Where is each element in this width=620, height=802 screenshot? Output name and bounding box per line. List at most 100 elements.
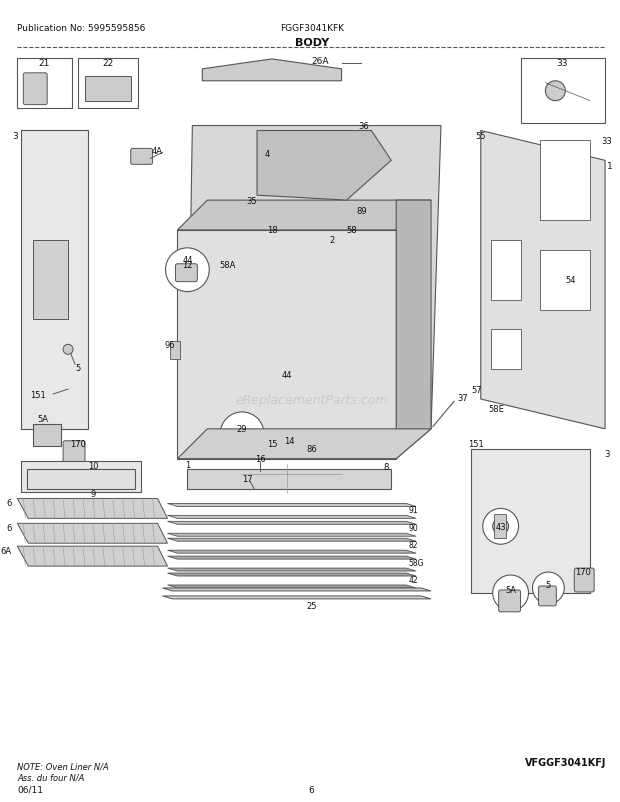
Text: NOTE: Oven Liner N/A
Ass. du four N/A: NOTE: Oven Liner N/A Ass. du four N/A xyxy=(17,762,109,781)
Polygon shape xyxy=(167,516,416,519)
Text: 26A: 26A xyxy=(312,57,329,67)
Bar xyxy=(471,449,590,593)
Polygon shape xyxy=(480,132,605,429)
Text: 44: 44 xyxy=(182,256,193,265)
Polygon shape xyxy=(167,504,416,507)
Bar xyxy=(21,461,141,493)
Circle shape xyxy=(220,412,264,456)
Text: 37: 37 xyxy=(458,393,468,402)
Bar xyxy=(85,77,131,102)
Polygon shape xyxy=(167,573,416,577)
Text: 43: 43 xyxy=(495,522,506,531)
Text: 5: 5 xyxy=(546,581,551,589)
Circle shape xyxy=(483,508,518,545)
Text: 3: 3 xyxy=(12,132,18,141)
Text: 90: 90 xyxy=(408,523,418,533)
Text: 58: 58 xyxy=(346,226,356,235)
FancyBboxPatch shape xyxy=(232,431,250,449)
Bar xyxy=(541,250,590,310)
Bar xyxy=(490,241,521,300)
Text: 4A: 4A xyxy=(152,147,163,156)
Circle shape xyxy=(493,519,508,535)
Text: 14: 14 xyxy=(285,437,295,446)
Polygon shape xyxy=(162,588,431,591)
Bar xyxy=(27,469,135,489)
Text: 12: 12 xyxy=(182,261,193,270)
Polygon shape xyxy=(17,524,167,544)
Bar xyxy=(288,436,296,454)
Text: 42: 42 xyxy=(408,575,418,584)
Text: 06/11: 06/11 xyxy=(17,785,43,794)
Text: 3: 3 xyxy=(604,450,609,459)
FancyBboxPatch shape xyxy=(175,265,197,282)
Bar xyxy=(310,437,320,457)
Circle shape xyxy=(493,575,528,611)
Text: 1: 1 xyxy=(607,161,613,171)
Polygon shape xyxy=(187,127,441,429)
FancyBboxPatch shape xyxy=(131,149,153,165)
Text: 25: 25 xyxy=(306,602,317,610)
Text: 2: 2 xyxy=(329,236,334,245)
Text: Publication No: 5995595856: Publication No: 5995595856 xyxy=(17,24,146,33)
Text: 18: 18 xyxy=(267,226,277,235)
Text: 1: 1 xyxy=(185,460,190,469)
Text: 82: 82 xyxy=(408,540,418,549)
FancyBboxPatch shape xyxy=(538,586,556,606)
Text: 33: 33 xyxy=(557,59,568,68)
Polygon shape xyxy=(202,60,342,82)
Polygon shape xyxy=(257,132,391,200)
FancyBboxPatch shape xyxy=(63,441,85,463)
Polygon shape xyxy=(167,521,416,525)
Text: 58E: 58E xyxy=(489,405,505,414)
FancyBboxPatch shape xyxy=(498,590,521,612)
Text: 29: 29 xyxy=(237,425,247,434)
Text: 151: 151 xyxy=(30,390,46,399)
Polygon shape xyxy=(167,569,416,571)
Text: 5A: 5A xyxy=(38,415,49,424)
Bar xyxy=(541,141,590,221)
Text: 86: 86 xyxy=(306,444,317,454)
Polygon shape xyxy=(177,200,431,231)
Polygon shape xyxy=(17,499,167,519)
Bar xyxy=(33,241,68,320)
Text: 151: 151 xyxy=(468,439,484,448)
Text: 15: 15 xyxy=(267,439,277,448)
Bar xyxy=(494,515,506,539)
Text: 89: 89 xyxy=(356,206,367,215)
Text: 91: 91 xyxy=(408,505,418,514)
Polygon shape xyxy=(17,546,167,566)
Circle shape xyxy=(63,345,73,354)
Text: 58G: 58G xyxy=(408,558,423,567)
Text: VFGGF3041KFJ: VFGGF3041KFJ xyxy=(525,757,606,767)
Polygon shape xyxy=(21,132,88,429)
Circle shape xyxy=(546,82,565,102)
Text: 5: 5 xyxy=(76,363,81,372)
Polygon shape xyxy=(162,596,431,599)
Text: 55: 55 xyxy=(476,132,486,141)
Bar xyxy=(170,342,180,360)
Text: FGGF3041KFK: FGGF3041KFK xyxy=(280,24,343,33)
Polygon shape xyxy=(396,200,431,459)
Text: 35: 35 xyxy=(247,196,257,205)
FancyBboxPatch shape xyxy=(574,569,594,592)
Text: 6A: 6A xyxy=(0,546,11,555)
Polygon shape xyxy=(187,469,391,489)
Polygon shape xyxy=(177,429,431,459)
Bar xyxy=(33,424,61,446)
Text: 10: 10 xyxy=(87,462,98,471)
Bar xyxy=(78,59,138,108)
Text: 58A: 58A xyxy=(219,261,236,270)
Bar xyxy=(521,59,605,124)
Text: 22: 22 xyxy=(102,59,113,68)
Bar xyxy=(490,330,521,370)
Text: 44: 44 xyxy=(281,371,292,379)
Text: 96: 96 xyxy=(165,340,175,350)
Circle shape xyxy=(265,446,275,456)
Polygon shape xyxy=(167,557,416,560)
Circle shape xyxy=(166,249,210,292)
Polygon shape xyxy=(167,539,416,541)
Polygon shape xyxy=(167,585,416,588)
Circle shape xyxy=(533,573,564,604)
Text: 21: 21 xyxy=(38,59,50,68)
Text: 36: 36 xyxy=(358,122,369,131)
